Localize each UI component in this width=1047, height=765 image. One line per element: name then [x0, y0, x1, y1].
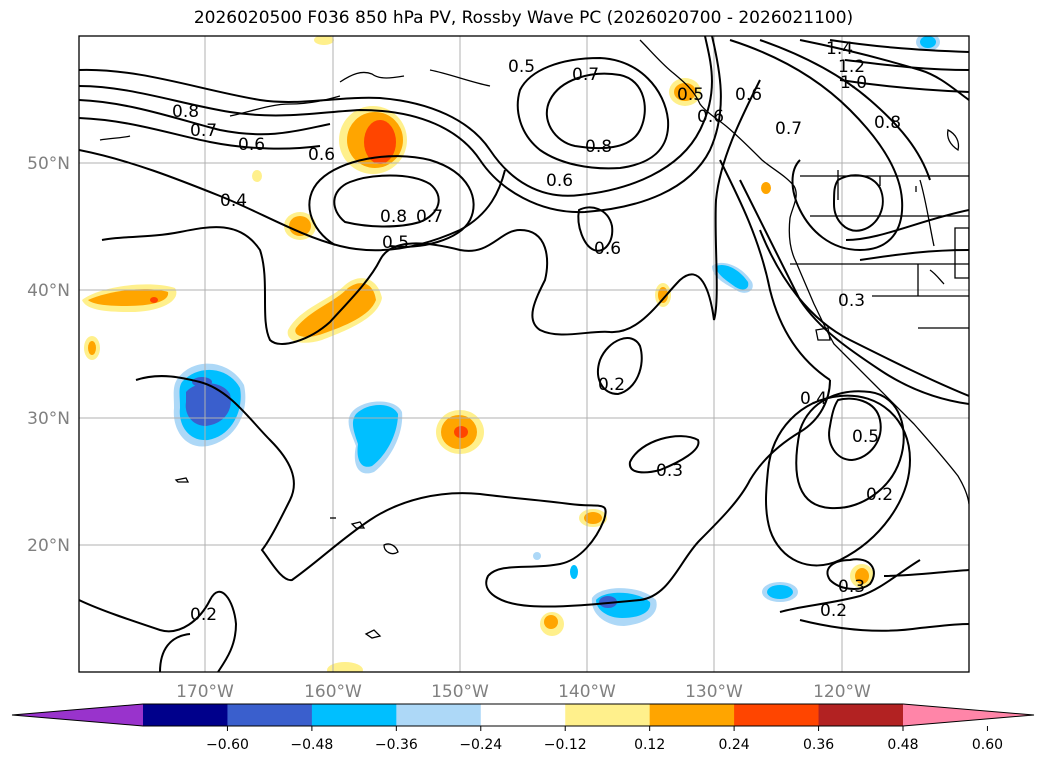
colorbar-segment — [818, 704, 904, 726]
contour-label: 0.3 — [656, 461, 683, 481]
contour-label: 0.7 — [572, 65, 599, 85]
map-title: 2026020500 F036 850 hPa PV, Rossby Wave … — [193, 8, 854, 28]
colorbar-segment — [396, 704, 482, 726]
colorbar-segment — [734, 704, 820, 726]
positive-anomaly-40n-160w — [287, 278, 382, 343]
lat-label: 40°N — [27, 281, 70, 301]
colorbar-tick-label: 0.36 — [803, 737, 834, 753]
lon-label: 120°W — [813, 682, 871, 702]
contour-label: 0.5 — [382, 233, 409, 253]
contour-label: 0.5 — [508, 57, 535, 77]
colorbar-tick-label: 0.60 — [972, 737, 1003, 753]
colorbar-extend-high — [903, 704, 1034, 726]
longitude-labels: 170°W 160°W 150°W 140°W 130°W 120°W — [176, 682, 871, 702]
contour-label: 0.4 — [220, 191, 247, 211]
contour-label: 0.7 — [190, 121, 217, 141]
colorbar-segment — [649, 704, 735, 726]
lon-label: 170°W — [176, 682, 234, 702]
colorbar-tick-label: −0.12 — [544, 737, 587, 753]
lon-label: 160°W — [304, 682, 362, 702]
lat-label: 50°N — [27, 154, 70, 174]
contour-label: 0.3 — [838, 291, 865, 311]
positive-anomaly-west-edge — [82, 284, 177, 312]
colorbar-tick-label: 0.24 — [719, 737, 750, 753]
lon-label: 150°W — [431, 682, 489, 702]
lat-label: 20°N — [27, 536, 70, 556]
colorbar-segment — [480, 704, 566, 726]
pv-contours — [79, 36, 969, 672]
contour-label: 0.6 — [546, 171, 573, 191]
contour-label: 0.8 — [172, 102, 199, 122]
negative-anomaly-16n-138w — [591, 588, 657, 626]
lon-label: 130°W — [685, 682, 743, 702]
colorbar-segment — [565, 704, 651, 726]
contour-label: 0.6 — [697, 107, 724, 127]
contour-label: 0.6 — [308, 145, 335, 165]
coastlines — [99, 39, 969, 505]
colorbar-tick-label: −0.24 — [459, 737, 502, 753]
lat-label: 30°N — [27, 409, 70, 429]
colorbar-tick-label: −0.48 — [290, 737, 333, 753]
colorbar-tick-label: 0.12 — [634, 737, 665, 753]
colorbar-extend-low — [12, 704, 143, 726]
colorbar-tick-label: −0.36 — [375, 737, 418, 753]
contour-label: 0.6 — [594, 239, 621, 259]
contour-label: 0.7 — [416, 207, 443, 227]
map-frame — [78, 35, 970, 673]
contour-label: 0.7 — [775, 119, 802, 139]
contour-label: 1.2 — [838, 57, 865, 77]
latitude-labels: 50°N 40°N 30°N 20°N — [27, 154, 70, 556]
contour-label: 0.3 — [838, 577, 865, 597]
contour-label: 1.0 — [840, 73, 867, 93]
contour-label: 0.6 — [735, 85, 762, 105]
contour-label: 1.4 — [826, 39, 853, 59]
colorbar-tick-label: −0.60 — [206, 737, 249, 753]
contour-label: 0.2 — [190, 605, 217, 625]
contour-label: 0.2 — [820, 601, 847, 621]
contour-label: 0.6 — [238, 135, 265, 155]
colorbar-segment — [143, 704, 228, 726]
lon-label: 140°W — [558, 682, 616, 702]
contour-label: 0.8 — [874, 113, 901, 133]
contour-label: 0.5 — [852, 427, 879, 447]
islands — [174, 327, 831, 639]
negative-anomaly-28n-155w — [348, 401, 403, 474]
contour-label: 0.8 — [585, 137, 612, 157]
contour-label: 0.2 — [598, 375, 625, 395]
positive-anomaly-small — [84, 36, 874, 672]
colorbar-segment — [311, 704, 397, 726]
colorbar-tick-label: 0.48 — [887, 737, 918, 753]
contour-label: 0.2 — [866, 485, 893, 505]
colorbar-outline — [11, 703, 1035, 727]
contour-label: 0.5 — [677, 85, 704, 105]
negative-anomaly-small — [533, 36, 940, 602]
contour-label: 0.4 — [800, 389, 827, 409]
colorbar-segment — [227, 704, 313, 726]
colorbar: −0.60 −0.48 −0.36 −0.24 −0.12 0.12 0.24 0.36 0.4… — [11, 703, 1035, 753]
contour-labels: 0.8 0.7 0.6 0.4 0.5 0.6 0.5 0.8 0.7 0.5 … — [172, 39, 901, 625]
negative-anomaly-30n-170w — [173, 363, 246, 447]
contour-label: 0.8 — [380, 207, 407, 227]
